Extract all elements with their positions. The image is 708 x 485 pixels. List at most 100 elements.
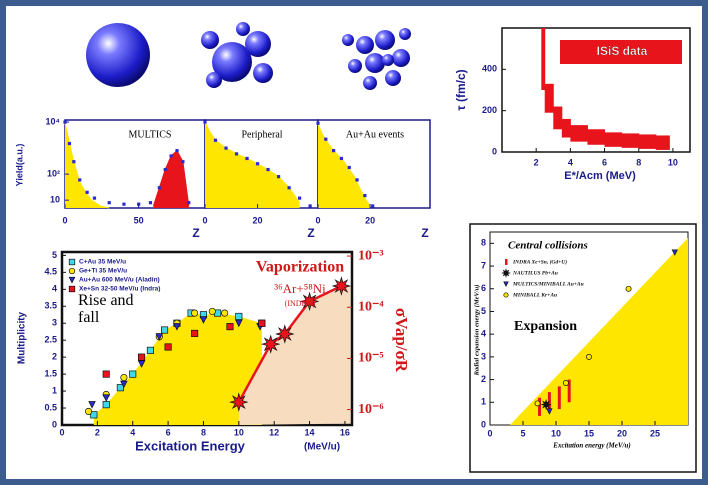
- y-tick-label: 6: [481, 283, 486, 293]
- data-point: [255, 162, 260, 166]
- band-segment: [541, 28, 546, 90]
- data-point: [148, 201, 153, 205]
- x-tick-label: 5: [520, 428, 525, 438]
- marker: [84, 407, 93, 415]
- area-fill: [153, 150, 189, 208]
- marker: [120, 373, 128, 382]
- panel-title: Au+Au events: [346, 129, 404, 140]
- legend-marker: [68, 285, 76, 293]
- x-tick-label: 6: [166, 427, 171, 437]
- marker: [155, 333, 164, 341]
- x-tick-label: 25: [650, 428, 660, 438]
- chart-title: Central collisions: [508, 240, 588, 252]
- x-tick-label: 20: [365, 215, 375, 225]
- data-point: [181, 160, 185, 164]
- y-tick-label: 4: [52, 284, 57, 294]
- data-point: [324, 137, 328, 141]
- y-tick-label: 3: [52, 318, 57, 328]
- y-tick-label: 0.5: [44, 402, 57, 412]
- panel-title: Peripheral: [241, 129, 282, 140]
- data-point: [266, 167, 270, 172]
- y-tick-label: 1: [481, 397, 486, 407]
- x-tick-label: 16: [340, 427, 350, 437]
- y2-tick-label: 10⁻⁶: [358, 402, 384, 417]
- area-fill: [65, 123, 110, 208]
- y-tick-label: 0: [481, 419, 486, 429]
- x-axis-label: Excitation energy (MeV/u): [552, 442, 630, 450]
- marker: [625, 285, 632, 292]
- legend-marker: [68, 258, 76, 266]
- x-tick-label: 10: [234, 427, 244, 437]
- y-tick-label: 3: [481, 351, 486, 361]
- band-segment: [664, 135, 670, 150]
- band-segment: [561, 118, 571, 138]
- x-axis-label: Z: [421, 226, 428, 240]
- marker: [88, 401, 96, 409]
- x-tick-label: 8: [636, 157, 641, 167]
- band-segment: [544, 83, 554, 113]
- band-segment: [621, 133, 640, 148]
- x-tick-label: 6: [602, 157, 607, 167]
- legend-label: MULTICS/MINIBALL Au+Au: [512, 281, 584, 287]
- x-tick-label: 4: [568, 157, 573, 167]
- marker: [90, 411, 98, 419]
- legend-marker: [68, 267, 76, 275]
- panel-title: MULTICS: [129, 129, 172, 140]
- x-axis-label: E*/Acm (MeV): [564, 170, 636, 182]
- data-point: [316, 121, 320, 125]
- x-tick-label: 8: [201, 427, 206, 437]
- data-point: [157, 186, 161, 190]
- y2-axis-label: σVap/σR: [392, 308, 411, 373]
- x-tick-label: 20: [617, 428, 627, 438]
- y2-tick-label: 10⁻⁴: [358, 299, 384, 314]
- legend-label: Xe+Sn 32-50 MeV/u (Indra): [79, 286, 160, 293]
- y2-tick-label: 10⁻⁵: [358, 351, 384, 366]
- marker: [235, 312, 243, 321]
- legend-marker: [505, 259, 508, 265]
- marker: [138, 353, 146, 361]
- panel-frame: [469, 223, 697, 473]
- data-point: [347, 165, 351, 170]
- y-tick-label: 4: [481, 329, 486, 339]
- data-point: [67, 141, 72, 146]
- marker: [275, 324, 295, 344]
- data-point: [276, 175, 281, 179]
- annotation: Expansion: [514, 319, 577, 334]
- x-tick-label: 0: [315, 215, 320, 225]
- area-line: [317, 124, 371, 207]
- area-fill: [238, 285, 351, 425]
- y-tick-label: 10⁴: [46, 116, 60, 126]
- x-tick-label: 0: [59, 427, 64, 437]
- y-tick-label: 7: [481, 260, 486, 270]
- data-point: [224, 146, 228, 150]
- marker: [116, 384, 124, 392]
- legend-label: ISiS data: [597, 44, 648, 58]
- x-tick-label: 0: [202, 215, 207, 225]
- y-tick-label: 2.5: [44, 335, 57, 345]
- y-tick-label: 400: [482, 64, 497, 74]
- data-point: [245, 156, 249, 161]
- legend-label: Ge+Ti 35 MeV/u: [79, 268, 127, 275]
- data-point: [107, 201, 111, 205]
- x-axis-label: Z: [192, 226, 199, 240]
- data-point: [72, 160, 76, 164]
- marker: [208, 307, 216, 315]
- source-label: (INDRA): [285, 299, 316, 308]
- y-tick-label: 0: [492, 146, 497, 156]
- data-point: [175, 149, 179, 153]
- marker: [226, 323, 234, 331]
- legend-label: Au+Au 600 MeV/u (Aladin): [79, 277, 160, 284]
- band-segment: [553, 106, 563, 130]
- marker: [137, 360, 146, 368]
- legend-marker: [503, 281, 509, 287]
- data-point: [163, 167, 167, 172]
- x-tick-label: 10: [668, 157, 678, 167]
- data-point: [78, 178, 82, 182]
- marker: [102, 401, 110, 409]
- marker: [534, 400, 541, 407]
- data-point: [355, 178, 359, 182]
- y-axis-label: Radial expansion energy (MeV/u): [473, 285, 480, 377]
- band-segment: [655, 135, 665, 150]
- y-tick-label: 200: [482, 105, 497, 115]
